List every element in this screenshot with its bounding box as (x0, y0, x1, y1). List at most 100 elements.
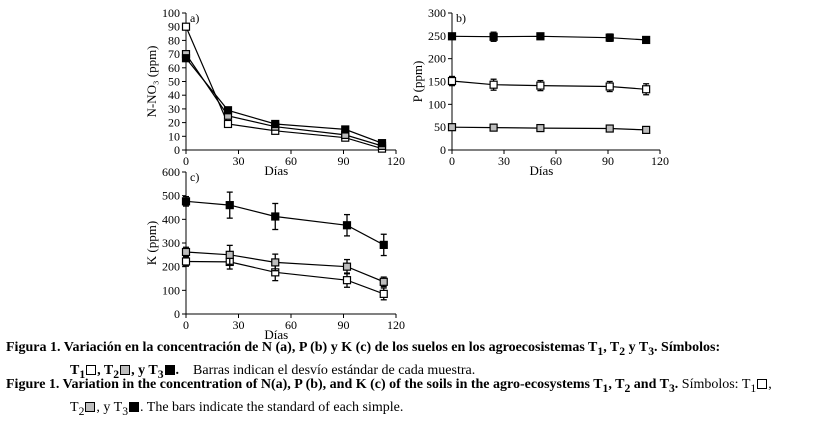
chart-a-x-tick-label: 30 (233, 154, 245, 168)
chart-b-series-t2-point (447, 123, 457, 132)
chart-c-series-t3-point (181, 197, 191, 206)
caption-spanish-label: Figura 1. (6, 340, 61, 355)
chart-a-x-tick-label: 60 (285, 154, 297, 168)
chart-c-series-t1-point (342, 276, 352, 285)
chart-b-series-t2-point (489, 123, 498, 132)
chart-c-y-tick-label: 100 (162, 283, 180, 297)
t2-square-icon (85, 401, 96, 412)
chart-c-series-t2-line (185, 251, 385, 283)
chart-a-y-tick-label: 80 (168, 33, 180, 47)
chart-a-x-tick-label: 120 (387, 154, 405, 168)
chart-c-series-t1-point (379, 289, 388, 298)
chart-c-x-tick-label: 120 (387, 318, 405, 332)
chart-a-series-t3-point (271, 119, 280, 129)
chart-a-panel-label: a) (190, 11, 199, 25)
chart-b-y-tick-label: 200 (428, 52, 446, 66)
chart-a-y-tick-label: 70 (168, 47, 180, 61)
caption-english-line2: T2, y T3. The bars indicate the standard… (70, 399, 404, 418)
caption-english-title: Variation in the concentration of N(a), … (62, 377, 603, 392)
caption-spanish-note: Barras indican el desvío estándar de cad… (193, 362, 476, 378)
chart-c-y-tick-label: 400 (162, 212, 180, 226)
chart-b-x-tick-label: 60 (550, 154, 562, 168)
chart-b-series-t3-point (489, 32, 498, 41)
chart-b-series-t3-point (605, 33, 614, 42)
chart-b-y-tick-label: 300 (428, 6, 446, 20)
chart-c-x-tick-label: 60 (285, 318, 297, 332)
chart-a-y-tick-label: 90 (168, 20, 180, 34)
chart-c-x-axis-label: Días (264, 327, 288, 340)
chart-b-series-t2-point (642, 125, 651, 135)
chart-c-series-t3-point (271, 212, 280, 221)
chart-a-y-tick-label: 10 (168, 129, 180, 143)
caption-spanish-symbols-label: Símbolos: (661, 340, 721, 355)
chart-c-y-tick-label: 300 (162, 236, 180, 250)
chart-a-series-t1-point (181, 22, 191, 31)
chart-b-series-t1-point (489, 80, 498, 89)
chart-a-series-t1-line (185, 26, 383, 150)
t3-square-icon (129, 401, 140, 412)
caption-english: Figure 1. Variation in the concentration… (6, 375, 812, 421)
chart-c-series-t3-point (379, 240, 388, 249)
chart-a-y-tick-label: 0 (174, 143, 180, 157)
caption-english-line1: Figure 1. Variation in the concentration… (6, 377, 772, 395)
t1-square-icon (86, 364, 97, 375)
chart-b-series-t1-point (605, 82, 614, 91)
chart-b-series-t2-line (451, 126, 647, 131)
caption-spanish-line2: T1, T2, y T3. Barras indican el desvío e… (70, 362, 476, 381)
chart-a-series-t3-point (181, 54, 191, 63)
chart-a-series-t1-point (223, 119, 233, 129)
chart-a-series-t3-point (341, 125, 350, 134)
chart-b-y-tick-label: 0 (440, 143, 446, 157)
chart-a-series-t3-line (185, 57, 383, 144)
chart-a-x-axis-label: Días (264, 163, 288, 178)
chart-a-series-t3-point (377, 139, 387, 148)
chart-a-series-t3-point (223, 106, 233, 115)
chart-b-y-axis-label: P (ppm) (410, 61, 425, 103)
caption-english-note: The bars indicate the standard of each s… (146, 399, 404, 415)
chart-c-series-t2-point (342, 262, 352, 271)
t2-square-icon (120, 364, 131, 375)
chart-a-y-tick-label: 50 (168, 75, 180, 89)
chart-c-x-tick-label: 30 (233, 318, 245, 332)
chart-b-series-t1-line (451, 80, 647, 90)
chart-b-y-tick-label: 150 (428, 75, 446, 89)
chart-a-x-tick-label: 0 (183, 154, 189, 168)
chart-c-x-tick-label: 90 (338, 318, 350, 332)
chart-c-series-t2-point (225, 250, 234, 259)
chart-b-y-tick-label: 100 (428, 97, 446, 111)
caption-spanish: Figura 1. Variación en la concentración … (6, 338, 812, 384)
chart-c-y-tick-label: 200 (162, 260, 180, 274)
chart-c-series-t3-line (185, 200, 385, 246)
chart-b-series-t1-point (447, 76, 457, 86)
chart-c-series-t3-point (342, 221, 352, 230)
chart-b-x-axis-label: Días (530, 163, 554, 178)
chart-c-panel-label: c) (190, 170, 199, 184)
chart-b-y-tick-label: 50 (434, 120, 446, 134)
chart-a-y-axis-label: N-NO₃ (ppm) (144, 45, 159, 117)
chart-b-series-t1-point (642, 85, 651, 94)
t3-square-icon (164, 364, 175, 375)
chart-b-series-t3-line (451, 35, 647, 41)
chart-c-y-tick-label: 500 (162, 189, 180, 203)
chart-c-series-t3-point (225, 201, 234, 210)
chart-b-series-t3-point (447, 32, 457, 41)
chart-b-x-tick-label: 90 (602, 154, 614, 168)
chart-b-y-tick-label: 250 (428, 29, 446, 43)
chart-b-series-t2-point (536, 123, 545, 133)
chart-b-series-t3-point (642, 35, 651, 45)
chart-c-series-t2-point (379, 277, 388, 286)
chart-b-panel-label: b) (456, 11, 466, 25)
caption-spanish-title: Variación en la concentración de N (a), … (63, 340, 598, 355)
chart-c-y-tick-label: 600 (162, 165, 180, 179)
chart-a-y-tick-label: 30 (168, 102, 180, 116)
chart-b-x-tick-label: 0 (449, 154, 455, 168)
caption-english-label: Figure 1. (6, 377, 60, 392)
t1-square-icon (757, 379, 768, 389)
chart-b-series-t3-point (536, 32, 545, 41)
chart-c-y-tick-label: 0 (174, 307, 180, 321)
chart-c-series-t1-line (185, 260, 385, 295)
caption-english-symbols-label: Símbolos: (681, 377, 739, 392)
chart-a-y-tick-label: 40 (168, 88, 180, 102)
caption-spanish-line1: Figura 1. Variación en la concentración … (6, 340, 721, 358)
